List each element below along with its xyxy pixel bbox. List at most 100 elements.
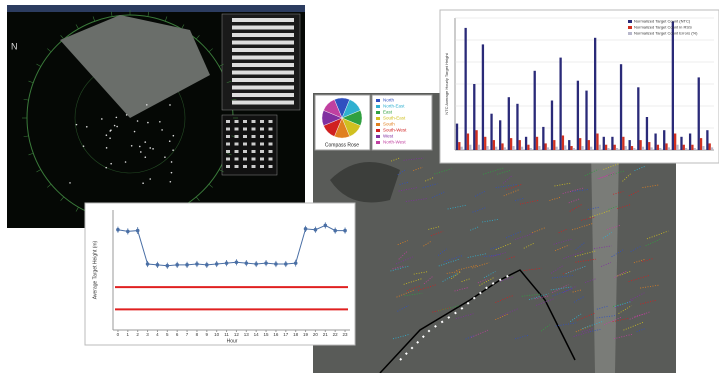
track-segment [422, 183, 438, 189]
track-segment [425, 177, 434, 182]
radar-target [105, 166, 108, 169]
track-segment [398, 187, 418, 192]
track-segment [613, 191, 624, 195]
track-segment [392, 265, 404, 270]
panel-button [243, 142, 247, 146]
range-tick [60, 196, 65, 201]
bar [518, 140, 521, 150]
track-segment [456, 264, 478, 271]
compass-title: Compass Rose [325, 142, 359, 148]
panel-button [268, 127, 273, 131]
x-tick-label: 9 [206, 332, 209, 337]
bar [710, 147, 714, 150]
x-tick-label: 11 [224, 332, 229, 337]
track-segment [634, 312, 647, 317]
bar [512, 146, 515, 150]
range-tick [92, 16, 96, 22]
radar-target [170, 171, 173, 174]
data-point [234, 260, 239, 265]
radar-target [152, 148, 154, 150]
bar [688, 133, 692, 150]
track-segment [434, 168, 452, 175]
track-segment [554, 182, 571, 187]
panel-button [260, 120, 264, 123]
legend-swatch [376, 123, 380, 126]
track-segment [603, 316, 622, 326]
bar [596, 133, 599, 150]
range-tick [36, 63, 41, 67]
legend-swatch [376, 129, 380, 132]
bar [619, 64, 623, 150]
bar [581, 146, 584, 150]
bar [509, 138, 513, 150]
bar [576, 80, 580, 150]
track-segment [572, 289, 583, 293]
bar [633, 148, 636, 150]
bar [501, 143, 504, 150]
track-segment [490, 246, 500, 250]
track-segment [584, 168, 599, 177]
track-segment [581, 328, 593, 333]
track-segment [540, 324, 550, 332]
range-tick [195, 196, 200, 201]
bar [630, 146, 634, 150]
track-segment [390, 265, 409, 272]
radar-target [105, 147, 108, 149]
bar [486, 146, 489, 150]
bar [697, 77, 700, 150]
track-segment [574, 250, 596, 257]
bar [622, 136, 625, 150]
track-segment [417, 284, 436, 291]
bar [570, 146, 573, 150]
x-tick-label: 15 [264, 332, 270, 337]
radar-target [164, 156, 166, 158]
panel-button [243, 127, 247, 131]
bar [585, 90, 588, 150]
track-segment [608, 170, 626, 176]
bar [587, 140, 590, 150]
track-segment [622, 173, 631, 182]
track-segment [587, 206, 600, 210]
chart-panel [84, 202, 356, 346]
button-grid [221, 114, 278, 176]
panel-button [268, 157, 273, 161]
track-segment [641, 258, 654, 263]
bar [492, 140, 496, 150]
legend-label: Normalized Target Count (NTC) [634, 19, 691, 24]
legend-swatch [376, 117, 380, 120]
range-tick [23, 135, 29, 138]
bar [702, 146, 705, 150]
panel-field [232, 63, 294, 67]
range-tick [36, 169, 41, 173]
track-segment [390, 157, 401, 162]
radar-target [159, 120, 161, 123]
bar [602, 136, 605, 150]
bar [645, 117, 649, 150]
range-tick [219, 169, 224, 173]
radar-target [169, 104, 171, 106]
data-point [313, 227, 318, 232]
track-segment [523, 242, 535, 249]
track-segment [640, 299, 657, 305]
panel-button [268, 142, 273, 146]
track-segment [553, 238, 572, 245]
track-segment [596, 315, 617, 319]
panel-button [251, 135, 256, 138]
radar-window: N [7, 5, 305, 228]
track-segment [398, 251, 408, 260]
track-segment [642, 184, 660, 189]
track-segment [451, 271, 461, 280]
track-segment [455, 313, 474, 320]
panel-button [234, 135, 239, 138]
panel-button [260, 127, 264, 131]
panel-field [232, 40, 294, 45]
bar [546, 147, 550, 150]
track-segment [505, 230, 523, 239]
data-point [224, 261, 229, 265]
panel-button [268, 120, 273, 123]
panel-button [260, 142, 264, 146]
track-segment [490, 252, 506, 258]
legend-label: South [383, 122, 395, 127]
radar-target [136, 120, 139, 122]
